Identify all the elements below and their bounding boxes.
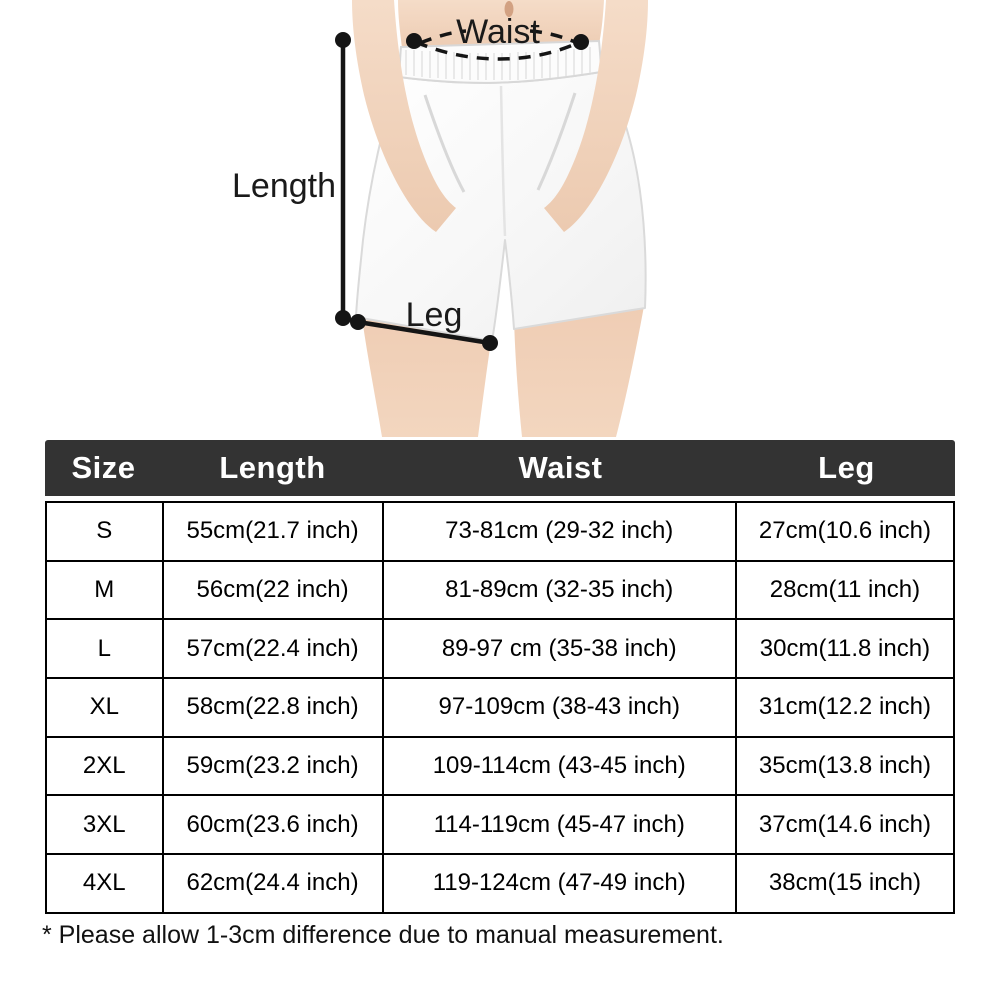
left-pocket-seam [423,94,466,193]
length-label: Length [232,167,336,205]
header-size: Size [71,450,136,485]
header-leg: Leg [818,450,875,485]
cell-length: 59cm(23.2 inch) [164,737,384,795]
size-table-body: S 55cm(21.7 inch) 73-81cm (29-32 inch) 2… [45,501,955,914]
table-row: L 57cm(22.4 inch) 89-97 cm (35-38 inch) … [47,620,953,680]
cell-length: 55cm(21.7 inch) [164,503,384,560]
leg-measure-line [350,314,498,351]
measurement-disclaimer: * Please allow 1-3cm difference due to m… [42,921,724,949]
cell-size: 3XL [47,796,164,854]
cell-size: XL [47,679,164,736]
cell-length: 58cm(22.8 inch) [164,679,384,736]
table-row: XL 58cm(22.8 inch) 97-109cm (38-43 inch)… [47,679,953,738]
cell-length: 60cm(23.6 inch) [164,796,384,854]
cell-size: 2XL [47,737,164,795]
table-row: M 56cm(22 inch) 81-89cm (32-35 inch) 28c… [47,561,953,621]
cell-size: S [47,503,164,560]
cell-waist: 114-119cm (45-47 inch) [384,796,737,854]
waistband-ribbing [405,47,591,80]
right-leg [514,306,644,437]
cell-waist: 97-109cm (38-43 inch) [384,679,737,736]
cell-waist: 109-114cm (43-45 inch) [384,737,737,795]
right-arm [544,0,648,232]
center-seam [499,85,507,237]
left-leg [362,312,492,437]
cell-waist: 81-89cm (32-35 inch) [384,561,737,619]
header-length: Length [219,450,326,485]
cell-leg: 31cm(12.2 inch) [758,693,931,721]
table-row: 2XL 59cm(23.2 inch) 109-114cm (43-45 inc… [47,737,953,797]
length-measure-line [335,32,351,326]
cell-length: 62cm(24.4 inch) [164,855,384,912]
left-arm [352,0,456,232]
size-table-header: Size Length Waist Leg [45,440,955,496]
model-illustration: Waist Length Leg [232,0,648,437]
cell-leg: 38cm(15 inch) [768,869,921,897]
waist-measure-line [406,29,589,61]
cell-size: M [47,561,164,619]
waist-label: Waist [456,13,540,51]
header-waist: Waist [518,450,603,485]
cell-leg: 37cm(14.6 inch) [758,810,931,838]
cell-waist: 119-124cm (47-49 inch) [384,855,737,912]
table-row: S 55cm(21.7 inch) 73-81cm (29-32 inch) 2… [47,503,953,562]
right-pocket-seam [536,92,577,191]
cell-leg: 27cm(10.6 inch) [758,517,931,545]
navel [504,1,514,17]
leg-label: Leg [406,296,463,334]
cell-size: L [47,620,164,678]
cell-length: 56cm(22 inch) [164,561,384,619]
cell-waist: 89-97 cm (35-38 inch) [384,620,737,678]
cell-leg: 28cm(11 inch) [769,576,921,604]
table-row: 4XL 62cm(24.4 inch) 119-124cm (47-49 inc… [47,855,953,912]
cell-size: 4XL [47,855,164,912]
cell-leg: 30cm(11.8 inch) [759,634,931,662]
size-table: Size Length Waist Leg S 55cm(21.7 inch) … [45,440,955,914]
cell-waist: 73-81cm (29-32 inch) [384,503,737,560]
table-row: 3XL 60cm(23.6 inch) 114-119cm (45-47 inc… [47,796,953,856]
cell-length: 57cm(22.4 inch) [164,620,384,678]
model-photo: Waist Length Leg [0,0,1000,438]
cell-leg: 35cm(13.8 inch) [758,752,931,780]
